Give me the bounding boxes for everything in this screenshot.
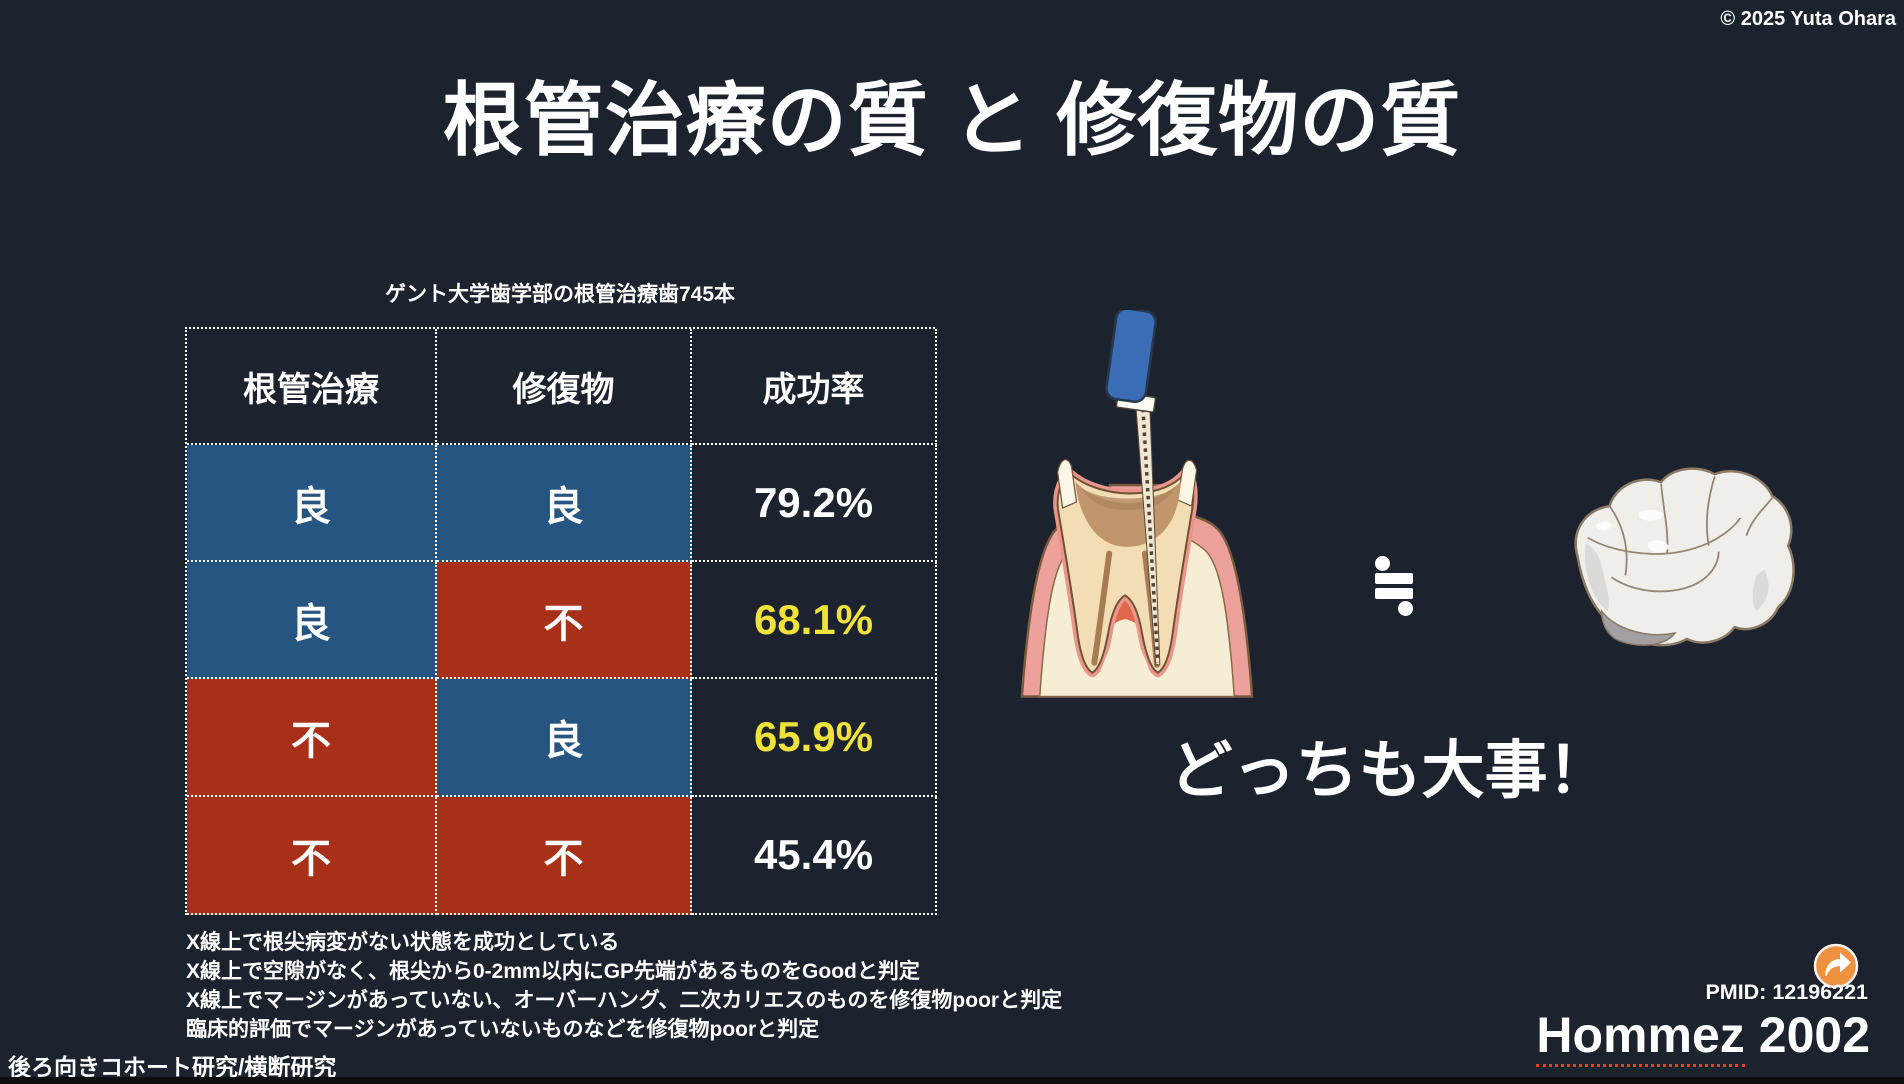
- reference-year: 2002: [1758, 1007, 1870, 1063]
- column-header-restoration: 修復物: [437, 329, 692, 445]
- table-cell-root-canal: 不: [187, 679, 437, 797]
- column-header-root-canal: 根管治療: [187, 329, 437, 445]
- conclusion-message: どっちも大事！: [1169, 736, 1611, 806]
- table-cell-success-rate: 68.1%: [692, 562, 937, 679]
- reference-author: Hommez: [1536, 1007, 1745, 1067]
- bottom-edge-bar: [0, 1077, 1904, 1084]
- study-type-label: 後ろ向きコホート研究/横断研究: [8, 1054, 337, 1080]
- root-canal-tooth-illustration: [1020, 310, 1254, 698]
- table-cell-root-canal: 不: [187, 797, 437, 915]
- reference-citation: Hommez 2002: [1536, 1006, 1870, 1067]
- approx-bar: [1375, 588, 1413, 599]
- footnote-line: X線上でマージンがあっていない、オーバーハング、二次カリエスのものを修復物poo…: [186, 989, 1063, 1012]
- pmid-label: PMID: 12196221: [1705, 980, 1868, 1004]
- success-rate-table: 根管治療 修復物 成功率 良 良 79.2% 良 不 68.1% 不 良 65.…: [185, 327, 937, 915]
- table-cell-success-rate: 65.9%: [692, 679, 937, 797]
- table-caption: ゲント大学歯学部の根管治療歯745本: [384, 283, 736, 306]
- dental-crown-illustration: [1574, 467, 1795, 647]
- footnote-line: X線上で根尖病変がない状態を成功としている: [186, 931, 620, 954]
- table-cell-root-canal: 良: [187, 562, 437, 679]
- approx-dot: [1375, 556, 1390, 571]
- redirect-arrow-icon[interactable]: [1813, 943, 1859, 989]
- endodontic-file-icon: [1105, 310, 1161, 666]
- column-header-success-rate: 成功率: [692, 329, 937, 445]
- copyright-text: © 2025 Yuta Ohara: [1720, 8, 1896, 30]
- footnote-line: 臨床的評価でマージンがあっていないものなどを修復物poorと判定: [186, 1018, 820, 1041]
- table-cell-restoration: 良: [437, 445, 692, 562]
- table-cell-success-rate: 45.4%: [692, 797, 937, 915]
- table-cell-success-rate: 79.2%: [692, 445, 937, 562]
- approx-bar: [1375, 573, 1413, 584]
- table-cell-restoration: 不: [437, 797, 692, 915]
- page-title: 根管治療の質 と 修復物の質: [442, 76, 1462, 165]
- approx-equals-symbol: [1375, 556, 1413, 616]
- footnote-line: X線上で空隙がなく、根尖から0-2mm以内にGP先端があるものをGoodと判定: [186, 960, 920, 983]
- approx-dot: [1398, 601, 1413, 616]
- footnotes: X線上で根尖病変がない状態を成功としている X線上で空隙がなく、根尖から0-2m…: [186, 928, 1062, 1044]
- table-cell-restoration: 不: [437, 562, 692, 679]
- table-cell-restoration: 良: [437, 679, 692, 797]
- table-cell-root-canal: 良: [187, 445, 437, 562]
